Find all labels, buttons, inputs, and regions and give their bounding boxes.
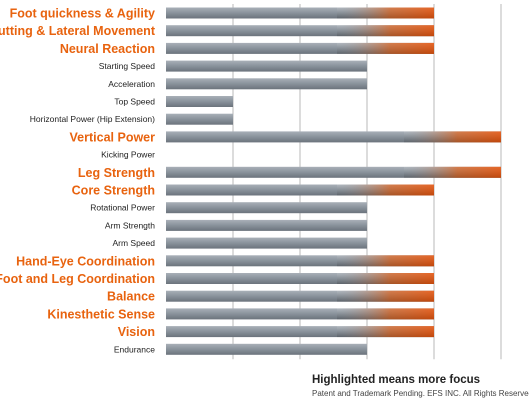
bar-highlighted (166, 25, 434, 37)
bar-highlighted (166, 166, 501, 178)
bar (166, 219, 367, 231)
category-label: Arm Strength (105, 220, 155, 230)
bar (166, 202, 367, 214)
bar-highlight-shade (404, 131, 501, 143)
category-label: Kicking Power (101, 150, 155, 160)
bar-highlighted (166, 326, 434, 338)
bar-body (166, 42, 434, 54)
category-label: Starting Speed (99, 61, 156, 71)
bar-highlight-shade (404, 166, 501, 178)
bar-body (166, 113, 233, 125)
bar (166, 96, 233, 107)
grid-lines (232, 4, 502, 360)
bar-body (166, 184, 434, 196)
category-label: Core Strength (72, 184, 155, 198)
category-label: Balance (107, 290, 155, 304)
category-label: Rotational Power (90, 203, 155, 213)
category-label: Horizontal Power (Hip Extension) (30, 114, 155, 124)
bar-highlight-shade (337, 42, 434, 54)
category-label: Kinesthetic Sense (47, 307, 155, 321)
bar-highlighted (166, 42, 434, 54)
bar-highlight-shade (337, 308, 434, 320)
bar (166, 237, 367, 249)
category-label: Hand-Eye Coordination (16, 254, 155, 268)
category-labels: Foot quickness & Agility Cutting & Latera… (0, 7, 156, 355)
bar-highlighted (166, 131, 501, 143)
bar-body (166, 273, 434, 284)
category-label: Neural Reaction (60, 42, 155, 56)
bar-body (166, 25, 434, 37)
highlight-legend-note: Highlighted means more focus (312, 374, 481, 386)
bar-body (166, 255, 434, 267)
bar-body (166, 308, 434, 320)
bar-body (166, 78, 367, 90)
bar-body (166, 96, 233, 107)
bar-body (166, 60, 367, 72)
bar-highlight-shade (337, 290, 434, 302)
category-label: Leg Strength (78, 166, 155, 180)
bar-highlighted (166, 255, 434, 267)
bar-highlighted (166, 7, 434, 19)
bar-highlighted (166, 184, 434, 196)
category-label: Vision (118, 325, 155, 339)
bar-body (166, 237, 367, 249)
bar-body (166, 131, 501, 143)
category-label: Arm Speed (112, 238, 155, 248)
category-label: Vertical Power (70, 130, 156, 144)
bar (166, 78, 367, 90)
bar-highlight-shade (337, 273, 434, 284)
bar-body (166, 166, 501, 178)
bar-body (166, 7, 434, 19)
bars (166, 7, 501, 355)
copyright-notice: Patent and Trademark Pending. EFS INC. A… (312, 389, 529, 398)
bar (166, 113, 233, 125)
bar-highlighted (166, 308, 434, 320)
bar-highlight-shade (337, 326, 434, 338)
category-label: Top Speed (114, 97, 155, 107)
category-label: Acceleration (108, 79, 155, 89)
bar-highlight-shade (337, 25, 434, 37)
bar-highlight-shade (337, 184, 434, 196)
bar-body (166, 202, 367, 214)
bar-body (166, 343, 367, 355)
bar (166, 343, 367, 355)
bar-body (166, 219, 367, 231)
bar-body (166, 290, 434, 302)
bar-highlighted (166, 273, 434, 284)
category-label: Foot and Leg Coordination (0, 272, 155, 286)
category-label: Endurance (114, 344, 155, 354)
bar-highlight-shade (337, 7, 434, 19)
bar-highlight-shade (337, 255, 434, 267)
bar (166, 60, 367, 72)
bar-highlighted (166, 290, 434, 302)
bar-body (166, 326, 434, 338)
category-label: Cutting & Lateral Movement (0, 24, 156, 38)
category-label: Foot quickness & Agility (10, 7, 155, 21)
